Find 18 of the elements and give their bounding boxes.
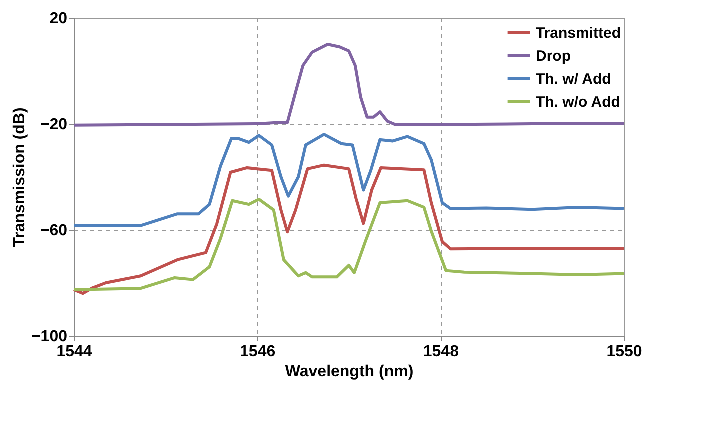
x-axis-title: Wavelength (nm) <box>285 364 414 380</box>
x-tick-label: 1546 <box>240 344 276 360</box>
legend-label: Th. w/ Add <box>536 71 612 88</box>
line-series <box>72 43 626 127</box>
x-tick-label: 1550 <box>606 344 642 360</box>
legend-label: Transmitted <box>536 25 622 42</box>
x-tick-label: 1544 <box>56 344 92 360</box>
line-series <box>72 164 626 296</box>
y-tick-label: −100 <box>31 328 68 346</box>
y-axis-title: Transmission (dB) <box>11 108 28 248</box>
line-series <box>72 198 626 292</box>
x-tick-label: 1548 <box>423 344 460 360</box>
legend-label: Th. w/o Add <box>536 94 620 111</box>
y-tick-label: −20 <box>40 116 68 134</box>
y-tick-label: −60 <box>40 222 68 240</box>
y-tick-label: 20 <box>50 10 68 28</box>
line-series <box>72 133 626 228</box>
legend-label: Drop <box>536 48 571 65</box>
